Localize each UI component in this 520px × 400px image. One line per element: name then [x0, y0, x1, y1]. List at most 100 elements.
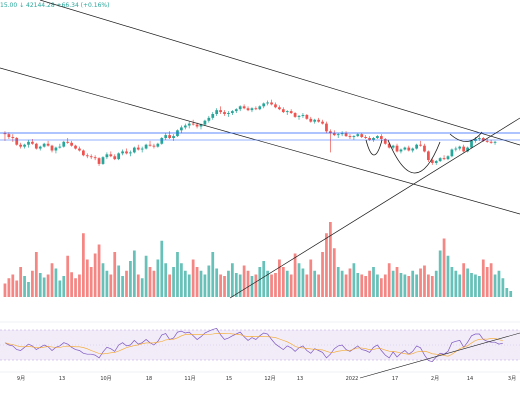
volume-bar — [379, 278, 383, 297]
volume-bar — [121, 276, 124, 297]
volume-bar — [340, 270, 344, 297]
volume-bar — [183, 270, 187, 297]
volume-bar — [297, 263, 301, 297]
volume-bar — [180, 263, 183, 297]
candle-body — [332, 133, 336, 136]
candle-body — [360, 134, 364, 138]
volume-bar — [344, 274, 348, 297]
volume-bar — [168, 274, 171, 297]
volume-bar — [230, 263, 234, 297]
volume-bar — [234, 273, 238, 297]
volume-bar — [458, 274, 462, 297]
candle-body — [15, 138, 19, 145]
volume-bar — [403, 274, 407, 297]
candle-body — [305, 114, 309, 119]
drawings — [0, 0, 520, 299]
volume-bar — [109, 274, 113, 297]
candle-body — [317, 119, 320, 122]
volume-bar — [42, 277, 46, 297]
volume-bar — [372, 267, 375, 297]
volume-bar — [470, 273, 473, 297]
volume-bar — [132, 250, 136, 297]
volume-bar — [140, 278, 144, 297]
volume-bar — [262, 261, 266, 297]
volume-bar — [301, 268, 305, 297]
volume-bar — [427, 274, 430, 297]
volume-bar — [85, 259, 89, 297]
volume-bar — [438, 250, 442, 297]
x-tick-label: 2022 — [346, 376, 359, 382]
candle-body — [411, 148, 415, 151]
volume-bar — [215, 268, 219, 297]
volume-bar — [481, 259, 485, 297]
candle-body — [62, 141, 66, 147]
candle-body — [7, 134, 11, 138]
volume-bar — [477, 276, 481, 297]
candle-body — [78, 148, 81, 151]
x-tick-label: 18 — [146, 376, 152, 382]
candle-body — [376, 136, 379, 138]
volume-bar — [117, 265, 121, 297]
candle-body — [293, 113, 297, 117]
volume-bar — [419, 268, 422, 297]
volume-bar — [336, 267, 340, 297]
x-tick-label: 3月 — [508, 376, 516, 382]
candle-body — [344, 133, 348, 137]
candle-body — [223, 112, 226, 114]
volume-bar — [387, 263, 391, 297]
candle-body — [54, 147, 58, 151]
volume-bar — [46, 274, 50, 297]
volume-bar — [509, 291, 513, 297]
volume-bar — [474, 274, 477, 297]
volume-bar — [78, 274, 81, 297]
volume-bar — [258, 267, 262, 297]
candle-body — [207, 117, 211, 121]
candle-body — [31, 141, 34, 144]
candle-body — [266, 102, 270, 104]
candle-body — [219, 110, 222, 113]
volume-bar — [105, 270, 109, 297]
volume-bar — [11, 274, 15, 297]
volume-bar — [89, 267, 93, 297]
candle-body — [187, 123, 191, 126]
volume-bar — [74, 278, 77, 297]
volume-bar — [3, 283, 7, 297]
candle-body — [89, 156, 93, 158]
candle-body — [379, 136, 383, 139]
volume-bar — [376, 274, 379, 297]
volume-bar — [27, 282, 30, 297]
candle-body — [160, 138, 164, 144]
volume-bar — [82, 233, 85, 297]
candle-body — [281, 109, 285, 113]
candle-body — [356, 134, 360, 137]
candle-body — [254, 108, 258, 110]
candle-body — [399, 149, 403, 152]
volume-bar — [34, 252, 38, 297]
cup-arc-small — [365, 139, 383, 156]
volume-bar — [254, 274, 258, 297]
volume-bar — [266, 270, 270, 297]
volume-bar — [223, 276, 226, 297]
candle-body — [419, 144, 422, 146]
handle-arc — [449, 131, 483, 142]
candle-body — [466, 147, 469, 152]
volume-bar — [7, 278, 11, 297]
gridlines — [0, 321, 520, 373]
candle-body — [246, 108, 250, 111]
candle-body — [427, 151, 430, 161]
volume-bar — [368, 270, 371, 297]
candle-body — [117, 153, 121, 160]
candle-body — [407, 147, 411, 151]
candle-body — [395, 145, 399, 152]
volume-bar — [493, 274, 497, 297]
candle-body — [58, 146, 62, 148]
candle-body — [183, 125, 187, 128]
volume-bar — [450, 267, 454, 297]
candle-body — [27, 141, 30, 145]
volume-bar — [93, 253, 97, 297]
volume-bar — [434, 270, 438, 297]
volume-bar — [430, 276, 434, 297]
time-axis: 9月 13 10月 18 11月 15 12月 13 2022 17 2月 14 3月 — [17, 376, 516, 382]
candle-body — [238, 106, 242, 110]
